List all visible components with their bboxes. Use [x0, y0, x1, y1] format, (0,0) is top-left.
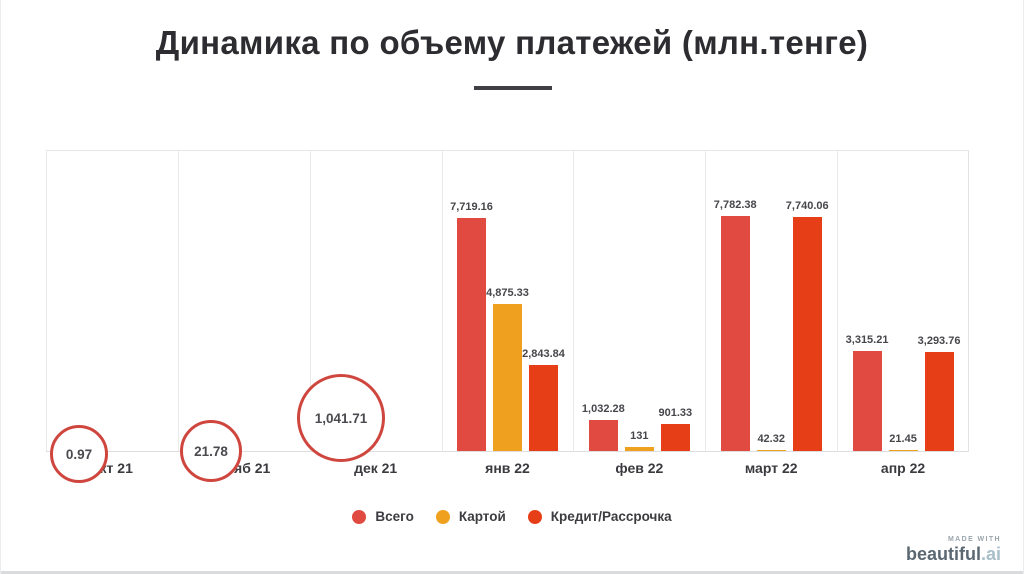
grid-column-1: [177, 151, 310, 451]
bar-value-label: 7,740.06: [785, 200, 829, 213]
grid-column-4: [573, 151, 705, 451]
brand-suffix: .ai: [980, 544, 1001, 564]
chart-title: Динамика по объему платежей (млн.тенге): [155, 24, 869, 61]
bar-Картой-апр 22: [888, 450, 918, 451]
legend: Всего Картой Кредит/Рассрочка: [1, 509, 1023, 524]
legend-item-Всего: Всего: [352, 509, 414, 524]
bar-Картой-март 22: [756, 449, 786, 451]
bar-Кредит/Рассрочка-фев 22: [660, 423, 690, 451]
legend-item-Картой: Картой: [435, 509, 506, 524]
bar-value-label: 42.32: [757, 432, 785, 445]
bar-Кредит/Рассрочка-янв 22: [529, 365, 558, 451]
slide-bottom-edge: [1, 571, 1023, 574]
bar-value-label: 901.33: [658, 406, 693, 419]
bar-value-label: 2,843.84: [522, 348, 565, 361]
grid-column-0: [46, 151, 178, 451]
bar-value-label: 3,315.21: [845, 333, 889, 346]
legend-label: Картой: [458, 509, 506, 524]
bar-Всего-фев 22: [588, 419, 618, 451]
bar-Картой-янв 22: [493, 303, 522, 451]
bar-Кредит/Рассрочка-апр 22: [924, 351, 954, 451]
x-axis-label-март 22: март 22: [744, 460, 798, 476]
bar-value-label: 3,293.76: [917, 334, 961, 347]
legend-label: Кредит/Рассрочка: [550, 509, 672, 524]
bar-value-label: 7,719.16: [450, 200, 493, 213]
annotation-circle-дек 21: 1,041.71: [297, 374, 385, 462]
legend-label: Всего: [375, 509, 414, 524]
legend-dot-icon: [527, 509, 542, 524]
grid-column-5: [705, 151, 837, 451]
annotation-circle-нояб 21: 21.78: [180, 420, 242, 482]
plot-area: 7,719.16 1,032.28 7,782.38 3,315.21 4,875.33…: [46, 150, 969, 452]
bar-value-label: 1,032.28: [581, 402, 625, 415]
brand-name: beautiful: [905, 544, 981, 564]
made-with-label: MADE WITH: [947, 536, 1001, 543]
grid-column-3: [441, 151, 574, 451]
brand-logo: beautiful.ai: [906, 544, 1001, 564]
legend-item-Кредит/Рассрочка: Кредит/Рассрочка: [527, 509, 672, 524]
title-underline: [474, 86, 552, 90]
bar-value-label: 131: [630, 430, 649, 442]
bar-Картой-фев 22: [624, 447, 654, 451]
x-axis-label-янв 22: янв 22: [485, 460, 530, 476]
annotation-circle-окт 21: 0.97: [50, 425, 108, 483]
grid-column-2: [309, 151, 442, 451]
bar-value-label: 4,875.33: [486, 286, 529, 299]
bar-Всего-янв 22: [457, 217, 486, 451]
bar-Всего-март 22: [720, 216, 750, 451]
bar-value-label: 7,782.38: [713, 199, 757, 211]
x-axis-label-апр 22: апр 22: [880, 460, 926, 476]
legend-dot-icon: [352, 509, 367, 524]
legend-dot-icon: [435, 509, 450, 524]
grid-column-6: [837, 151, 969, 451]
watermark: MADE WITH beautiful.ai: [906, 536, 1001, 564]
x-axis-label-фев 22: фев 22: [615, 460, 664, 476]
bar-Кредит/Рассрочка-март 22: [792, 217, 822, 451]
bar-Всего-апр 22: [852, 350, 882, 451]
bar-value-label: 21.45: [889, 433, 917, 445]
x-axis-label-дек 21: дек 21: [354, 460, 398, 476]
